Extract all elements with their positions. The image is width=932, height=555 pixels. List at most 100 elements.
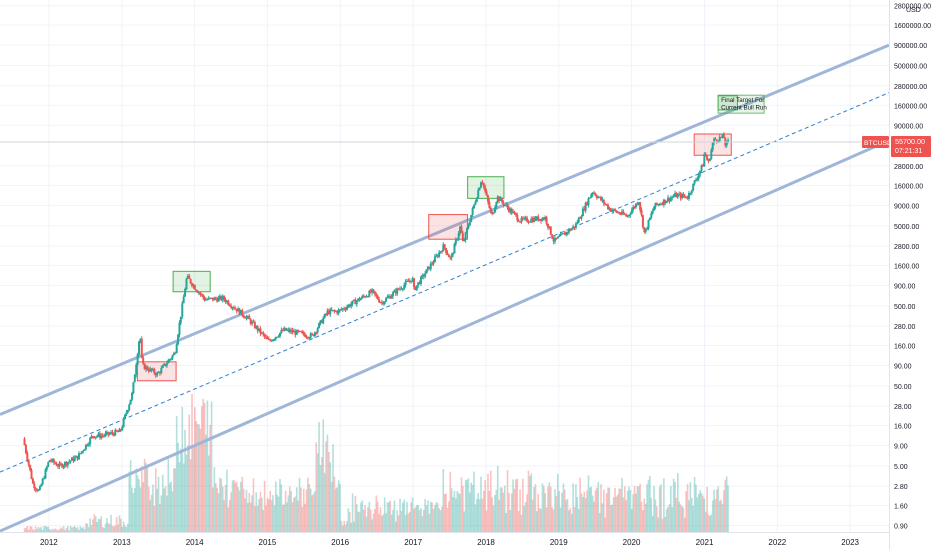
volume-bar [383, 497, 386, 532]
channel-line-lower [0, 139, 889, 532]
candle-body [61, 463, 64, 468]
volume-bar [427, 500, 429, 532]
volume-bar [76, 526, 79, 532]
candle-body [549, 226, 552, 235]
candle-body [452, 253, 455, 255]
volume-bar [703, 498, 706, 532]
candle-body [414, 287, 417, 290]
candle-body [276, 336, 279, 338]
candle-body [196, 290, 199, 293]
candle-body [274, 336, 277, 339]
candle-body [156, 372, 159, 376]
candle-body [676, 194, 679, 198]
volume-bar [566, 498, 569, 532]
candle-body [408, 280, 411, 282]
volume-bar [422, 509, 425, 532]
candle-body [499, 197, 502, 201]
volume-bar [293, 497, 295, 532]
y-axis[interactable]: 2800000.00 1600000.00 900000.00 500000.00 28… [889, 0, 932, 550]
volume-bar [681, 505, 683, 532]
volume-bar [199, 428, 202, 532]
candle-body [623, 214, 626, 216]
volume-bar [167, 459, 170, 532]
volume-bar [725, 476, 728, 532]
candle-body [202, 294, 205, 298]
candle-body [404, 281, 407, 285]
candle-body [630, 210, 633, 214]
volume-bar [562, 483, 565, 532]
volume-bar [501, 487, 503, 532]
volume-bar [114, 525, 117, 532]
volume-bar [255, 492, 258, 532]
volume-bar [135, 468, 138, 532]
volume-bar [411, 497, 414, 532]
candle-body [667, 197, 670, 202]
candle-body [620, 211, 623, 215]
volume-bar [308, 484, 311, 532]
candle-body [352, 299, 355, 301]
candle-body [588, 197, 591, 199]
candle-body [178, 322, 181, 335]
candle-body [678, 193, 681, 195]
volume-bar [418, 509, 421, 532]
x-tick-label: 2022 [768, 538, 786, 547]
volume-bar [538, 507, 541, 532]
candle-body [681, 194, 684, 199]
volume-bar [543, 486, 545, 532]
volume-bar [227, 507, 230, 532]
volume-bar [29, 526, 31, 532]
volume-bar [378, 514, 380, 532]
x-axis[interactable]: 2012 2013 2014 2015 2016 2017 2018 2019 2020 2021… [0, 532, 932, 550]
x-tick-label: 2021 [696, 538, 714, 547]
volume-bar [364, 505, 366, 532]
volume-bar [526, 494, 528, 532]
candle-body [129, 399, 132, 405]
volume-bar [316, 453, 319, 532]
candle-body [203, 297, 206, 301]
candle-body [397, 288, 400, 290]
candle-body [646, 228, 649, 230]
candle-body [73, 457, 76, 462]
candle-body [373, 291, 376, 295]
candle-body [454, 239, 457, 244]
volume-bar [633, 486, 636, 532]
volume-bar [494, 495, 496, 532]
y-tick-label: 9.00 [894, 444, 908, 451]
volume-bar [593, 501, 595, 532]
volume-bar [393, 500, 396, 532]
candle-body [181, 303, 184, 317]
volume-bar [582, 497, 584, 532]
candle-body [601, 199, 604, 201]
candle-body [283, 327, 286, 331]
candle-body [104, 433, 107, 436]
candle-body [510, 208, 513, 214]
volume-bar [477, 492, 480, 532]
candle-body [671, 196, 674, 198]
candle-body [58, 463, 61, 467]
volume-bar [301, 506, 304, 532]
volume-bar [667, 506, 669, 532]
volume-bar [379, 507, 382, 532]
volume-bar [637, 486, 640, 532]
candle-body [263, 334, 266, 337]
candle-body [174, 353, 177, 355]
candle-body [287, 329, 290, 331]
candle-body [339, 309, 342, 311]
candle-body [142, 357, 145, 364]
candle-body [24, 445, 27, 453]
candle-body [163, 363, 166, 366]
candle-body [87, 444, 90, 446]
candle-body [244, 317, 247, 319]
volume-bar [295, 487, 298, 532]
volume-bar [591, 495, 594, 532]
y-tick-label: 2.80 [894, 484, 908, 491]
volume-bar [125, 526, 128, 532]
volume-bar [182, 463, 185, 532]
candle-body [521, 217, 524, 219]
volume-bar [163, 488, 165, 532]
candle-body [512, 211, 515, 214]
volume-bar [615, 496, 618, 532]
